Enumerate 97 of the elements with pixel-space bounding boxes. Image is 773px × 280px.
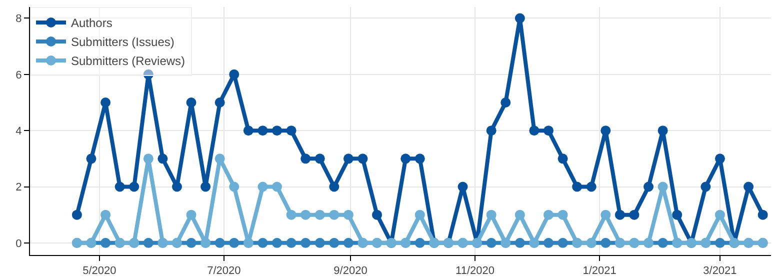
point bbox=[486, 238, 496, 248]
point bbox=[629, 210, 640, 220]
point bbox=[314, 154, 325, 164]
point bbox=[286, 210, 296, 220]
x-tick-label: 1/2021 bbox=[582, 265, 616, 278]
point bbox=[600, 126, 611, 136]
point bbox=[258, 126, 268, 136]
point bbox=[314, 210, 325, 220]
point bbox=[529, 126, 540, 136]
point bbox=[186, 97, 196, 108]
point bbox=[572, 182, 582, 192]
point bbox=[558, 238, 568, 248]
point bbox=[143, 238, 154, 248]
point bbox=[400, 154, 411, 164]
point bbox=[372, 210, 382, 220]
point bbox=[486, 126, 496, 136]
point bbox=[300, 238, 311, 248]
point bbox=[658, 126, 668, 136]
point bbox=[614, 210, 625, 220]
x-tick-label: 3/2021 bbox=[703, 265, 737, 278]
point bbox=[358, 154, 368, 164]
point bbox=[514, 210, 525, 220]
point bbox=[343, 238, 354, 248]
point bbox=[129, 182, 140, 192]
point bbox=[586, 182, 596, 192]
point bbox=[500, 97, 511, 108]
y-tick-label: 8 bbox=[16, 13, 22, 26]
x-tick-label: 7/2020 bbox=[207, 265, 241, 278]
point bbox=[286, 238, 296, 248]
x-tick-label: 5/2020 bbox=[82, 265, 116, 278]
point bbox=[644, 182, 654, 192]
point bbox=[314, 238, 325, 248]
point bbox=[714, 238, 725, 248]
point bbox=[343, 154, 354, 164]
point bbox=[544, 126, 554, 136]
point bbox=[186, 210, 196, 220]
point bbox=[143, 69, 154, 80]
x-tick-label: 9/2020 bbox=[334, 265, 368, 278]
y-tick-label: 4 bbox=[16, 125, 22, 138]
point bbox=[258, 238, 268, 248]
point bbox=[72, 210, 82, 220]
point bbox=[414, 154, 425, 164]
point bbox=[272, 238, 282, 248]
x-tick-label: 11/2020 bbox=[456, 265, 494, 278]
point bbox=[744, 182, 754, 192]
point bbox=[600, 238, 611, 248]
point bbox=[143, 154, 154, 164]
point bbox=[214, 238, 225, 248]
point bbox=[229, 238, 240, 248]
point bbox=[114, 182, 125, 192]
point bbox=[343, 210, 354, 220]
point bbox=[100, 97, 111, 108]
point bbox=[214, 154, 225, 164]
y-tick-label: 2 bbox=[16, 182, 22, 194]
point bbox=[100, 238, 111, 248]
point bbox=[714, 210, 725, 220]
point bbox=[544, 210, 554, 220]
point bbox=[658, 238, 668, 248]
point bbox=[329, 210, 340, 220]
point bbox=[700, 182, 711, 192]
point bbox=[486, 210, 496, 220]
point bbox=[243, 126, 254, 136]
point bbox=[272, 182, 282, 192]
point bbox=[514, 13, 525, 24]
point bbox=[514, 238, 525, 248]
y-tick-label: 6 bbox=[16, 69, 22, 82]
point bbox=[100, 210, 111, 220]
point bbox=[758, 210, 768, 220]
legend-label: Submitters (Reviews) bbox=[71, 54, 186, 68]
point bbox=[414, 210, 425, 220]
point bbox=[258, 182, 268, 192]
point bbox=[558, 210, 568, 220]
point bbox=[414, 238, 425, 248]
point bbox=[186, 238, 196, 248]
y-tick-label: 0 bbox=[16, 238, 22, 250]
point bbox=[272, 126, 282, 136]
point bbox=[672, 210, 682, 220]
point bbox=[300, 154, 311, 164]
point bbox=[329, 238, 340, 248]
point bbox=[300, 210, 311, 220]
point bbox=[658, 182, 668, 192]
point bbox=[229, 69, 240, 80]
point bbox=[200, 182, 211, 192]
point bbox=[714, 154, 725, 164]
legend-label: Submitters (Issues) bbox=[71, 35, 174, 50]
point bbox=[329, 182, 340, 192]
point bbox=[600, 210, 611, 220]
point bbox=[158, 154, 168, 164]
legend-label: Authors bbox=[71, 16, 112, 30]
point bbox=[214, 97, 225, 108]
point bbox=[544, 238, 554, 248]
point bbox=[86, 154, 96, 164]
point bbox=[229, 182, 240, 192]
point bbox=[458, 182, 468, 192]
point bbox=[286, 126, 296, 136]
point bbox=[558, 154, 568, 164]
point bbox=[172, 182, 182, 192]
